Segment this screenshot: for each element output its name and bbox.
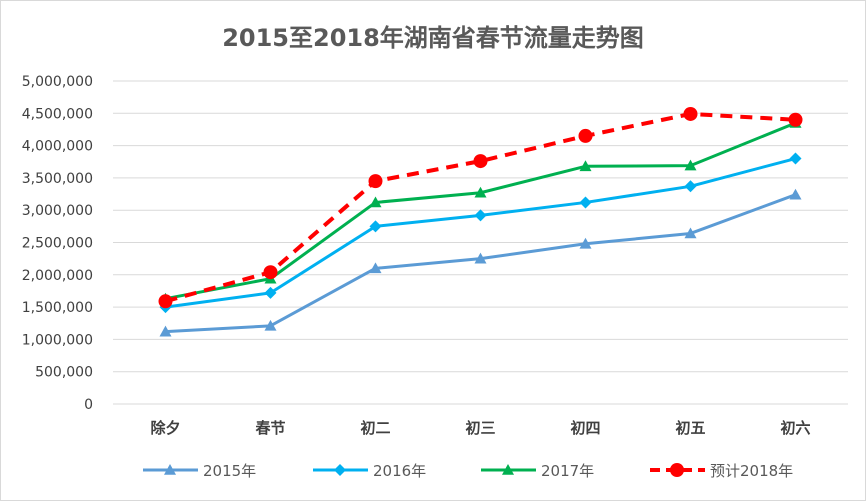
legend-item: 2015年 [143, 462, 256, 480]
data-point [264, 286, 277, 299]
data-point [684, 159, 697, 171]
legend-marker [334, 464, 346, 476]
legend-marker [670, 463, 684, 477]
legend-item: 预计2018年 [650, 462, 793, 480]
data-point [368, 174, 383, 189]
legend-marker [164, 464, 176, 475]
y-tick-label: 3,500,000 [22, 171, 93, 187]
data-point [369, 262, 382, 274]
y-tick-label: 2,000,000 [22, 268, 93, 284]
y-tick-label: 4,500,000 [22, 106, 93, 122]
y-tick-label: 0 [84, 397, 93, 413]
legend-item: 2017年 [481, 462, 594, 480]
data-point [684, 180, 697, 193]
chart-title: 2015至2018年湖南省春节流量走势图 [222, 24, 644, 52]
x-tick-label: 初五 [675, 419, 705, 437]
data-point [789, 152, 802, 165]
y-tick-label: 2,500,000 [22, 236, 93, 252]
legend-label: 2017年 [541, 462, 594, 480]
data-point [158, 294, 173, 309]
x-tick-label: 春节 [255, 419, 285, 437]
data-point [683, 106, 698, 121]
data-point [578, 128, 593, 143]
y-tick-label: 1,000,000 [22, 332, 93, 348]
data-point [159, 325, 172, 337]
x-tick-label: 初六 [780, 419, 810, 437]
data-point [263, 265, 278, 280]
legend-item: 2016年 [313, 462, 426, 480]
series-4 [158, 106, 803, 309]
data-point [579, 196, 592, 209]
data-point [579, 237, 592, 249]
y-tick-label: 3,000,000 [22, 203, 93, 219]
data-point [684, 227, 697, 239]
data-point [369, 196, 382, 208]
series-group [158, 106, 803, 337]
legend-label: 预计2018年 [710, 462, 793, 480]
x-axis-ticks: 除夕 春节 初二 初三 初四 初五 初六 [150, 419, 810, 437]
y-tick-label: 5,000,000 [22, 74, 93, 90]
y-tick-label: 500,000 [35, 365, 93, 381]
data-point [264, 319, 277, 331]
y-axis-ticks: 0 500,000 1,000,000 1,500,000 2,000,000 2,500… [22, 74, 93, 413]
x-tick-label: 初四 [570, 419, 600, 437]
data-point [579, 160, 592, 172]
data-point [473, 154, 488, 169]
legend-marker [502, 464, 514, 475]
x-tick-label: 除夕 [150, 419, 180, 437]
data-point [474, 252, 487, 264]
grid [113, 80, 848, 405]
series-1 [159, 188, 802, 337]
x-tick-label: 初二 [360, 419, 390, 437]
data-point [789, 188, 802, 200]
data-point [474, 209, 487, 222]
data-point [788, 112, 803, 127]
legend-label: 2015年 [203, 462, 256, 480]
y-tick-label: 4,000,000 [22, 139, 93, 155]
legend: 2015年 2016年 2017年 预计2018年 [143, 462, 793, 480]
data-point [474, 186, 487, 198]
legend-label: 2016年 [373, 462, 426, 480]
x-tick-label: 初三 [465, 419, 495, 437]
data-point [369, 220, 382, 233]
y-tick-label: 1,500,000 [22, 300, 93, 316]
